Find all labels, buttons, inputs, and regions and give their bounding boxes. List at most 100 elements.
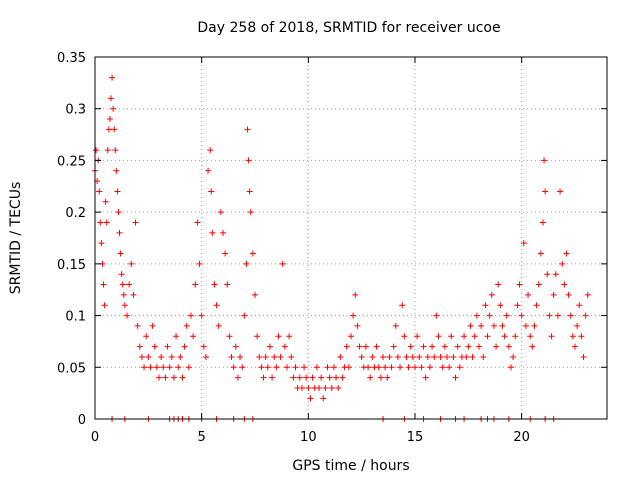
data-point [241, 312, 248, 319]
chart-title: Day 258 of 2018, SRMTID for receiver uco… [197, 20, 500, 36]
data-point [220, 229, 226, 236]
x-axis: 0 5 10 15 20 [91, 57, 530, 445]
data-point [298, 384, 305, 391]
data-point [162, 374, 169, 381]
data-point [110, 105, 117, 112]
data-point [375, 364, 382, 371]
data-point [350, 312, 357, 319]
data-point [531, 322, 538, 329]
data-point [124, 312, 130, 319]
data-point [239, 364, 246, 371]
data-point [529, 343, 536, 350]
data-point [572, 343, 578, 350]
data-point [520, 240, 527, 247]
data-point [465, 343, 472, 350]
data-point [484, 333, 491, 340]
data-point [126, 281, 133, 288]
y-tick-label: 0.05 [57, 361, 86, 376]
data-point [397, 364, 404, 371]
data-point [320, 395, 327, 402]
data-point [463, 353, 470, 360]
data-point [130, 291, 137, 298]
data-point [499, 322, 506, 329]
data-point [226, 333, 233, 340]
data-point [424, 353, 431, 360]
data-point [328, 384, 335, 391]
data-point [450, 353, 457, 360]
data-point [190, 333, 197, 340]
data-point [224, 281, 231, 288]
data-point [102, 198, 109, 205]
x-tick-label: 20 [513, 430, 530, 445]
data-point [301, 364, 308, 371]
data-point [542, 188, 549, 195]
data-point [207, 147, 214, 154]
y-tick-label: 0.2 [65, 206, 86, 221]
data-point [565, 291, 572, 298]
data-point [582, 312, 589, 319]
data-point [209, 229, 216, 236]
data-point [114, 188, 121, 195]
data-point [254, 333, 261, 340]
data-point [284, 364, 290, 371]
data-point [540, 219, 546, 226]
data-point [367, 374, 374, 381]
data-point [503, 312, 510, 319]
y-tick-label: 0.1 [65, 310, 86, 325]
data-point [584, 291, 591, 298]
y-tick-label: 0.3 [65, 103, 86, 118]
data-point [264, 364, 271, 371]
data-point [365, 364, 372, 371]
data-point [208, 188, 215, 195]
data-point [103, 219, 110, 226]
data-point [147, 364, 154, 371]
data-point [567, 312, 574, 319]
data-point [493, 343, 500, 350]
data-point [121, 302, 128, 309]
data-point [333, 374, 340, 381]
data-point [113, 167, 120, 174]
data-point [281, 343, 288, 350]
data-point [138, 353, 145, 360]
data-point [497, 302, 504, 309]
y-tick-label: 0.35 [57, 51, 86, 66]
data-point [373, 343, 380, 350]
data-point [537, 250, 544, 257]
data-point [93, 147, 100, 154]
data-point [288, 353, 295, 360]
data-point [380, 353, 386, 360]
data-point [181, 343, 188, 350]
data-point [143, 333, 150, 340]
data-point [456, 364, 463, 371]
data-point [101, 302, 108, 309]
data-point [441, 343, 448, 350]
data-point [316, 384, 322, 391]
data-point [119, 281, 126, 288]
data-point [252, 291, 258, 298]
data-point [166, 364, 173, 371]
data-point [202, 353, 209, 360]
data-point [448, 333, 455, 340]
data-point [260, 374, 267, 381]
data-point [117, 250, 124, 257]
data-point [156, 374, 162, 381]
data-point [318, 374, 325, 381]
data-point [164, 343, 171, 350]
data-point [514, 302, 521, 309]
data-point [416, 353, 423, 360]
data-point [179, 374, 186, 381]
data-point [305, 384, 312, 391]
data-point [198, 312, 205, 319]
data-point [279, 260, 286, 267]
data-point [476, 343, 482, 350]
data-point [435, 333, 442, 340]
data-point [96, 188, 103, 195]
data-point [145, 353, 152, 360]
data-point [211, 281, 218, 288]
data-point [541, 157, 548, 164]
data-point [403, 353, 410, 360]
data-point [136, 343, 143, 350]
data-point [262, 353, 269, 360]
data-point [578, 333, 585, 340]
